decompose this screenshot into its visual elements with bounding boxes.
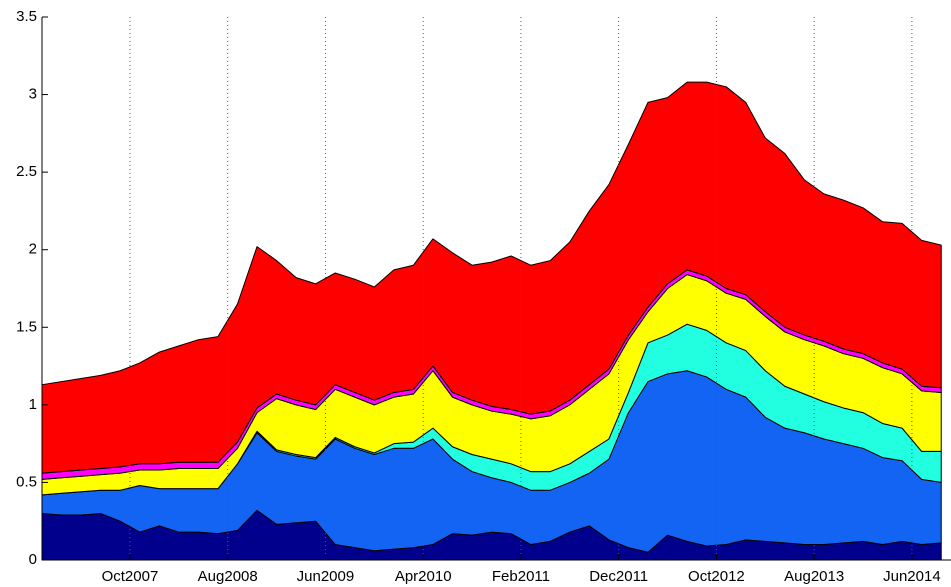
x-tick-label: Aug2008 xyxy=(198,568,258,585)
area-layer xyxy=(41,81,942,474)
x-tick-label: Feb2011 xyxy=(492,568,550,585)
y-tick-label: 2 xyxy=(29,241,37,258)
x-tick-label: Jun2014 xyxy=(883,568,941,585)
x-tick-label: Apr2010 xyxy=(395,568,452,585)
x-tick-label: Jun2009 xyxy=(297,568,355,585)
x-tick-label: Oct2007 xyxy=(102,568,159,585)
y-tick-label: 3.5 xyxy=(16,8,37,25)
y-tick-label: 1.5 xyxy=(16,318,37,335)
y-tick-label: 0.5 xyxy=(16,473,37,490)
y-tick-label: 3 xyxy=(29,86,37,103)
y-tick-label: 0 xyxy=(29,551,37,568)
x-tick-label: Aug2013 xyxy=(784,568,844,585)
x-tick-label: Oct2012 xyxy=(688,568,745,585)
y-tick-label: 1 xyxy=(29,396,37,413)
y-tick-label: 2.5 xyxy=(16,163,37,180)
x-tick-label: Dec2011 xyxy=(589,568,648,585)
